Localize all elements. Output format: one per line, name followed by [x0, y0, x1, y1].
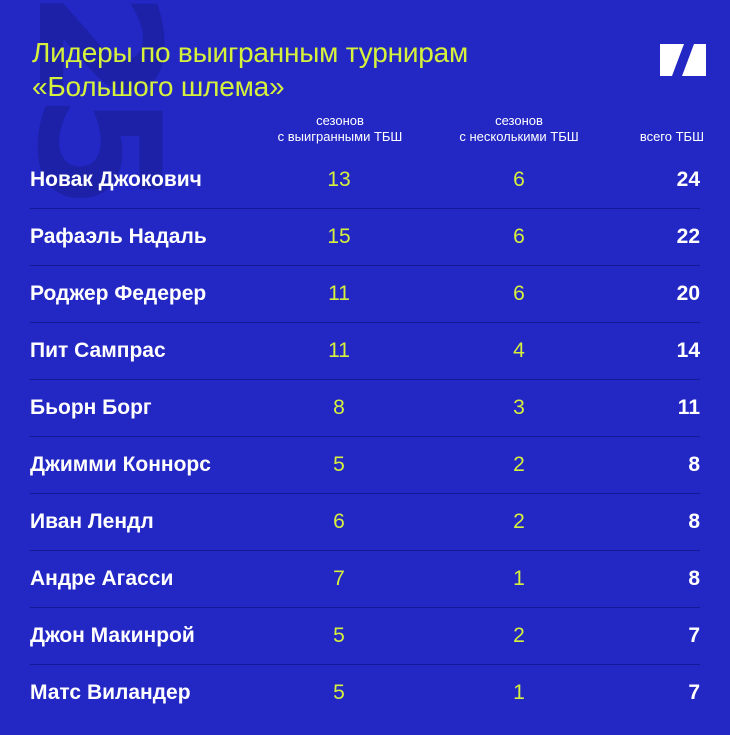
seasons-multi-value: 1 — [513, 567, 525, 590]
seasons-won-value: 11 — [328, 282, 350, 305]
total-value: 14 — [676, 339, 700, 362]
header-seasons-won-line1: сезонов — [316, 113, 364, 128]
seasons-multi-value: 2 — [513, 510, 525, 533]
seasons-won-value: 13 — [327, 168, 351, 191]
total-value: 8 — [688, 453, 700, 476]
seasons-won-value: 15 — [327, 225, 351, 248]
table-row: Джимми Коннорс 5 2 8 — [30, 437, 700, 494]
table-row: Иван Лендл 6 2 8 — [30, 494, 700, 551]
header-total: всего ТБШ — [639, 129, 704, 144]
player-name: Иван Лендл — [30, 510, 154, 533]
player-name: Новак Джокович — [30, 168, 202, 191]
table-row: Рафаэль Надаль 15 6 22 — [30, 209, 700, 266]
seasons-won-value: 5 — [333, 624, 345, 647]
seasons-won-value: 5 — [333, 453, 345, 476]
player-name: Джимми Коннорс — [30, 453, 211, 476]
seasons-multi-value: 2 — [513, 453, 525, 476]
header-seasons-won: сезонов с выигранными ТБШ — [262, 113, 418, 145]
table-row: Роджер Федерер 11 6 20 — [30, 266, 700, 323]
seasons-multi-value: 3 — [513, 396, 525, 419]
seasons-won-value: 6 — [333, 510, 345, 533]
player-name: Андре Агасси — [30, 567, 174, 590]
page-title: Лидеры по выигранным турнирам «Большого … — [32, 36, 468, 104]
seasons-won-value: 5 — [333, 681, 345, 704]
player-name: Роджер Федерер — [30, 282, 207, 305]
table-row: Новак Джокович 13 6 24 — [30, 152, 700, 209]
table-row: Пит Сампрас 11 4 14 — [30, 323, 700, 380]
player-name: Рафаэль Надаль — [30, 225, 207, 248]
player-name: Пит Сампрас — [30, 339, 166, 362]
total-value: 7 — [688, 624, 700, 647]
seasons-multi-value: 2 — [513, 624, 525, 647]
total-value: 8 — [688, 567, 700, 590]
seasons-won-value: 7 — [333, 567, 345, 590]
seasons-won-value: 11 — [328, 339, 350, 362]
header-seasons-won-line2: с выигранными ТБШ — [277, 129, 403, 144]
player-name: Джон Макинрой — [30, 624, 195, 647]
total-value: 8 — [688, 510, 700, 533]
n-logo-icon — [660, 44, 706, 76]
total-value: 7 — [688, 681, 700, 704]
total-value: 24 — [676, 168, 700, 191]
header-seasons-multi: сезонов с несколькими ТБШ — [444, 113, 594, 145]
seasons-multi-value: 6 — [513, 282, 525, 305]
table-row: Андре Агасси 7 1 8 — [30, 551, 700, 608]
table-row: Джон Макинрой 5 2 7 — [30, 608, 700, 665]
title-line-1: Лидеры по выигранным турнирам — [32, 37, 469, 68]
total-value: 11 — [677, 396, 700, 419]
leaders-table: Новак Джокович 13 6 24 Рафаэль Надаль 15 6 22 Ро… — [30, 152, 700, 721]
seasons-multi-value: 6 — [513, 168, 525, 191]
total-value: 20 — [676, 282, 700, 305]
seasons-multi-value: 1 — [513, 681, 525, 704]
player-name: Матс Виландер — [30, 681, 191, 704]
table-row: Бьорн Борг 8 3 11 — [30, 380, 700, 437]
player-name: Бьорн Борг — [30, 396, 152, 419]
total-value: 22 — [676, 225, 700, 248]
seasons-won-value: 8 — [333, 396, 345, 419]
seasons-multi-value: 6 — [513, 225, 525, 248]
header-seasons-multi-line1: сезонов — [495, 113, 543, 128]
table-row: Матс Виландер 5 1 7 — [30, 665, 700, 721]
title-line-2: «Большого шлема» — [32, 71, 285, 102]
seasons-multi-value: 4 — [513, 339, 525, 362]
header-seasons-multi-line2: с несколькими ТБШ — [459, 129, 579, 144]
